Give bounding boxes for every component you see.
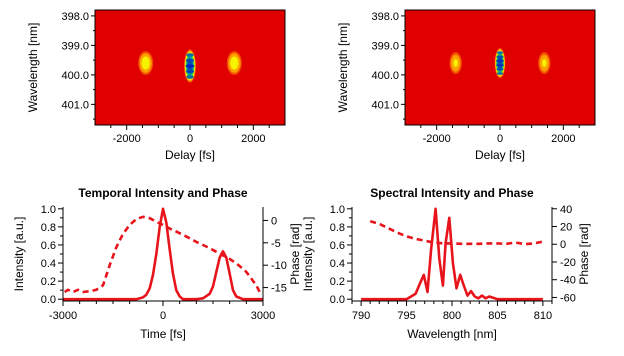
y-axis-label: Wavelength [nm]: [336, 23, 350, 113]
series-group: [361, 207, 544, 301]
y-tick-label: 0.8: [330, 222, 345, 234]
y-axis-right-label: Phase [rad]: [577, 223, 591, 284]
y-tick-label: 398.0: [371, 11, 399, 23]
heatmap-fringe: [186, 75, 194, 79]
x-tick-label: 2000: [241, 133, 265, 145]
y-tick-label: 0.2: [41, 276, 56, 288]
intensity-line: [63, 207, 263, 301]
y-right-tick-label: 20: [560, 222, 572, 234]
heatmap-fringe: [496, 72, 504, 75]
x-axis-label: Delay [fs]: [165, 148, 215, 162]
y-axis-label: Intensity [a.u.]: [301, 217, 315, 292]
heatmap-lobe-level: [542, 59, 547, 68]
y-right-tick-label: 0: [560, 239, 566, 251]
heatmap-fringe: [185, 58, 195, 63]
y-right-tick-label: -60: [560, 292, 576, 304]
intensity-line: [361, 207, 543, 301]
heatmap-fringe: [186, 53, 194, 57]
y-tick-label: 399.0: [61, 40, 89, 52]
x-tick-label: 0: [160, 310, 166, 322]
y-right-tick-label: 40: [560, 204, 572, 216]
y-right-tick-label: 0: [271, 215, 277, 227]
y-tick-label: 0.6: [330, 240, 345, 252]
y-tick-label: 398.0: [61, 11, 89, 23]
y-tick-label: 1.0: [330, 204, 345, 216]
x-tick-label: 805: [488, 310, 506, 322]
y-tick-label: 400.0: [371, 70, 399, 82]
heatmap-fringe: [496, 63, 504, 67]
y-tick-label: 1.0: [41, 204, 56, 216]
heatmap-lobe-level: [141, 56, 150, 70]
y-tick-label: 0.4: [41, 258, 56, 270]
y-axis-right-label: Phase [rad]: [288, 223, 302, 284]
heatmap-fringe: [496, 59, 504, 63]
x-tick-label: 2000: [551, 133, 575, 145]
y-tick-label: 0.0: [41, 294, 56, 306]
x-tick-label: 0: [187, 133, 193, 145]
heatmap-fringe: [496, 55, 504, 59]
heatmap-fringe: [185, 64, 195, 68]
y-right-tick-label: -15: [271, 283, 287, 295]
x-tick-label: 3000: [251, 310, 275, 322]
chart-title: Temporal Intensity and Phase: [78, 186, 247, 200]
y-tick-label: 401.0: [371, 99, 399, 111]
x-tick-label: -2000: [113, 133, 141, 145]
heatmap-lobe-level: [497, 55, 503, 71]
y-tick-label: 399.0: [371, 40, 399, 52]
series-group: [63, 207, 263, 301]
heatmap-top-left: [95, 10, 285, 125]
x-tick-label: 800: [443, 310, 461, 322]
y-tick-label: 0.4: [330, 258, 345, 270]
phase-line: [369, 219, 544, 246]
y-tick-label: 0.6: [41, 240, 56, 252]
x-tick-label: 0: [497, 133, 503, 145]
x-tick-label: -3000: [49, 310, 77, 322]
x-axis-label: Wavelength [nm]: [407, 327, 497, 341]
heatmap-lobe-level: [453, 59, 458, 68]
x-axis-label: Delay [fs]: [475, 148, 525, 162]
x-tick-label: 795: [397, 310, 415, 322]
y-axis-label: Intensity [a.u.]: [12, 217, 26, 292]
x-axis-label: Time [fs]: [140, 327, 186, 341]
heatmap-fringe: [496, 51, 504, 54]
y-right-tick-label: -10: [271, 260, 287, 272]
x-tick-label: 790: [352, 310, 370, 322]
chart-title: Spectral Intensity and Phase: [370, 186, 534, 200]
heatmap-fringe: [496, 68, 504, 71]
y-right-tick-label: -40: [560, 275, 576, 287]
y-axis-label: Wavelength [nm]: [26, 23, 40, 113]
y-tick-label: 0.0: [330, 294, 345, 306]
heatmap-top-right: [405, 10, 595, 125]
y-right-tick-label: -5: [271, 238, 281, 250]
x-tick-label: -2000: [423, 133, 451, 145]
phase-line: [63, 215, 263, 296]
y-tick-label: 0.2: [330, 276, 345, 288]
heatmap-lobe-level: [230, 56, 239, 70]
y-right-tick-label: -20: [560, 257, 576, 269]
heatmap-fringe: [185, 69, 195, 74]
y-tick-label: 0.8: [41, 222, 56, 234]
x-tick-label: 810: [534, 310, 552, 322]
y-tick-label: 400.0: [61, 70, 89, 82]
y-tick-label: 401.0: [61, 99, 89, 111]
